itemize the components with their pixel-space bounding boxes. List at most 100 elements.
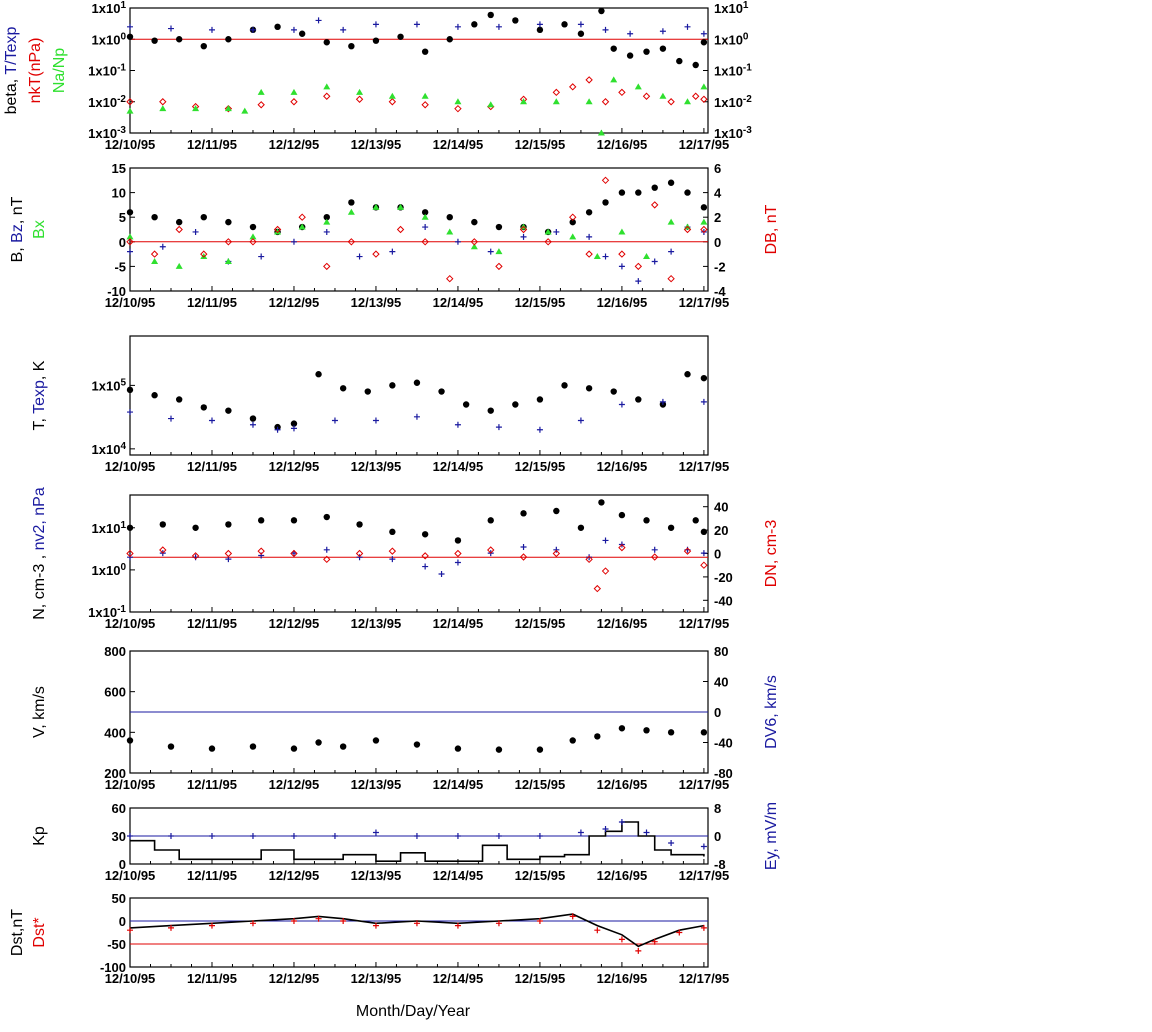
data-point xyxy=(487,248,494,255)
x-tick-label: 12/11/95 xyxy=(187,971,237,986)
data-point xyxy=(495,920,502,927)
data-point xyxy=(413,920,420,927)
data-point xyxy=(421,238,429,246)
right-tick-label: 1x10-1 xyxy=(714,63,752,79)
data-point xyxy=(487,407,494,414)
plot-frame xyxy=(129,335,709,456)
y-axis-label-2: Bx xyxy=(31,220,48,239)
data-point xyxy=(700,374,708,382)
data-point xyxy=(274,23,281,31)
data-point xyxy=(257,517,265,524)
data-point xyxy=(520,233,527,240)
x-tick-label: 12/13/95 xyxy=(351,295,402,310)
data-point xyxy=(487,546,495,554)
data-point xyxy=(298,213,306,221)
x-tick-label: 12/15/95 xyxy=(515,868,566,883)
data-point xyxy=(224,238,233,246)
data-point xyxy=(495,223,503,231)
y-axis-label: V, km/s xyxy=(31,686,48,738)
x-tick-label: 12/10/95 xyxy=(105,137,156,152)
x-tick-label: 12/16/95 xyxy=(597,137,648,152)
data-point xyxy=(495,262,503,271)
x-tick-label: 12/17/95 xyxy=(679,616,730,631)
data-point xyxy=(651,258,658,265)
data-point xyxy=(372,21,379,28)
x-tick-label: 12/14/95 xyxy=(433,616,484,631)
x-tick-label: 12/13/95 xyxy=(351,971,402,986)
data-point xyxy=(446,228,454,235)
data-point xyxy=(290,238,297,245)
data-point xyxy=(208,417,215,424)
data-point xyxy=(389,248,396,255)
data-point xyxy=(290,745,298,752)
data-point xyxy=(208,745,216,752)
right-tick-label: 2 xyxy=(714,210,721,225)
x-tick-label: 12/11/95 xyxy=(187,295,237,310)
data-point xyxy=(315,739,322,746)
data-point xyxy=(594,733,601,740)
data-point xyxy=(389,556,396,563)
right-tick-label: -8 xyxy=(714,857,726,872)
data-point xyxy=(454,104,462,113)
data-point xyxy=(536,26,544,34)
data-point xyxy=(691,92,700,100)
data-point xyxy=(192,228,199,235)
x-tick-label: 12/14/95 xyxy=(433,137,484,152)
data-point xyxy=(700,561,708,569)
data-point xyxy=(126,233,134,240)
data-point xyxy=(290,549,298,558)
data-point xyxy=(553,546,560,553)
data-point xyxy=(577,21,584,28)
data-point xyxy=(126,107,134,114)
data-point xyxy=(495,23,502,30)
data-point xyxy=(577,524,585,531)
x-tick-label: 12/11/95 xyxy=(187,616,237,631)
data-point xyxy=(421,92,429,99)
data-point xyxy=(651,184,658,191)
y-axis-label: T, Texp, K xyxy=(31,360,48,430)
data-point xyxy=(487,517,494,524)
series-N xyxy=(126,499,708,544)
y-tick-label: 1x104 xyxy=(92,441,127,457)
data-point xyxy=(601,98,610,106)
data-point xyxy=(127,409,133,416)
data-point xyxy=(290,26,297,33)
y-axis-label-2: nkT(nPa) xyxy=(27,38,44,104)
data-point xyxy=(667,729,675,736)
data-point xyxy=(700,204,708,211)
data-point xyxy=(356,88,364,95)
x-tick-label: 12/15/95 xyxy=(515,295,566,310)
data-point xyxy=(643,517,650,524)
right-tick-label: 4 xyxy=(714,186,722,201)
right-tick-label: -40 xyxy=(714,736,733,751)
data-point xyxy=(388,98,397,106)
y-tick-label: 10 xyxy=(112,186,126,201)
y-axis-label: B, Bz, nT xyxy=(9,196,26,262)
data-point xyxy=(126,33,134,40)
data-point xyxy=(159,546,167,554)
data-point xyxy=(249,223,257,231)
data-point xyxy=(602,537,609,544)
x-tick-label: 12/13/95 xyxy=(351,777,402,792)
data-point xyxy=(676,57,683,65)
data-point xyxy=(340,26,347,33)
data-point xyxy=(544,228,552,235)
data-point xyxy=(126,524,134,531)
data-point xyxy=(356,521,363,528)
right-tick-label: 20 xyxy=(714,523,728,538)
data-point xyxy=(225,218,232,226)
data-point xyxy=(421,552,429,560)
panel-density: 12/10/95 12/11/95 12/12/95 12/13/95 12/14/95… xyxy=(31,487,780,631)
data-point xyxy=(372,417,379,424)
data-point xyxy=(331,833,338,839)
x-tick-label: 12/12/95 xyxy=(269,459,320,474)
data-point xyxy=(347,208,355,215)
data-point xyxy=(597,129,605,136)
data-point xyxy=(585,76,593,84)
right-tick-label: -4 xyxy=(714,284,726,299)
data-point xyxy=(126,549,134,558)
data-point xyxy=(208,922,215,929)
y-tick-label: 1x100 xyxy=(92,562,127,578)
y-axis-label: Dst,nT xyxy=(9,909,26,956)
data-point xyxy=(643,48,650,55)
